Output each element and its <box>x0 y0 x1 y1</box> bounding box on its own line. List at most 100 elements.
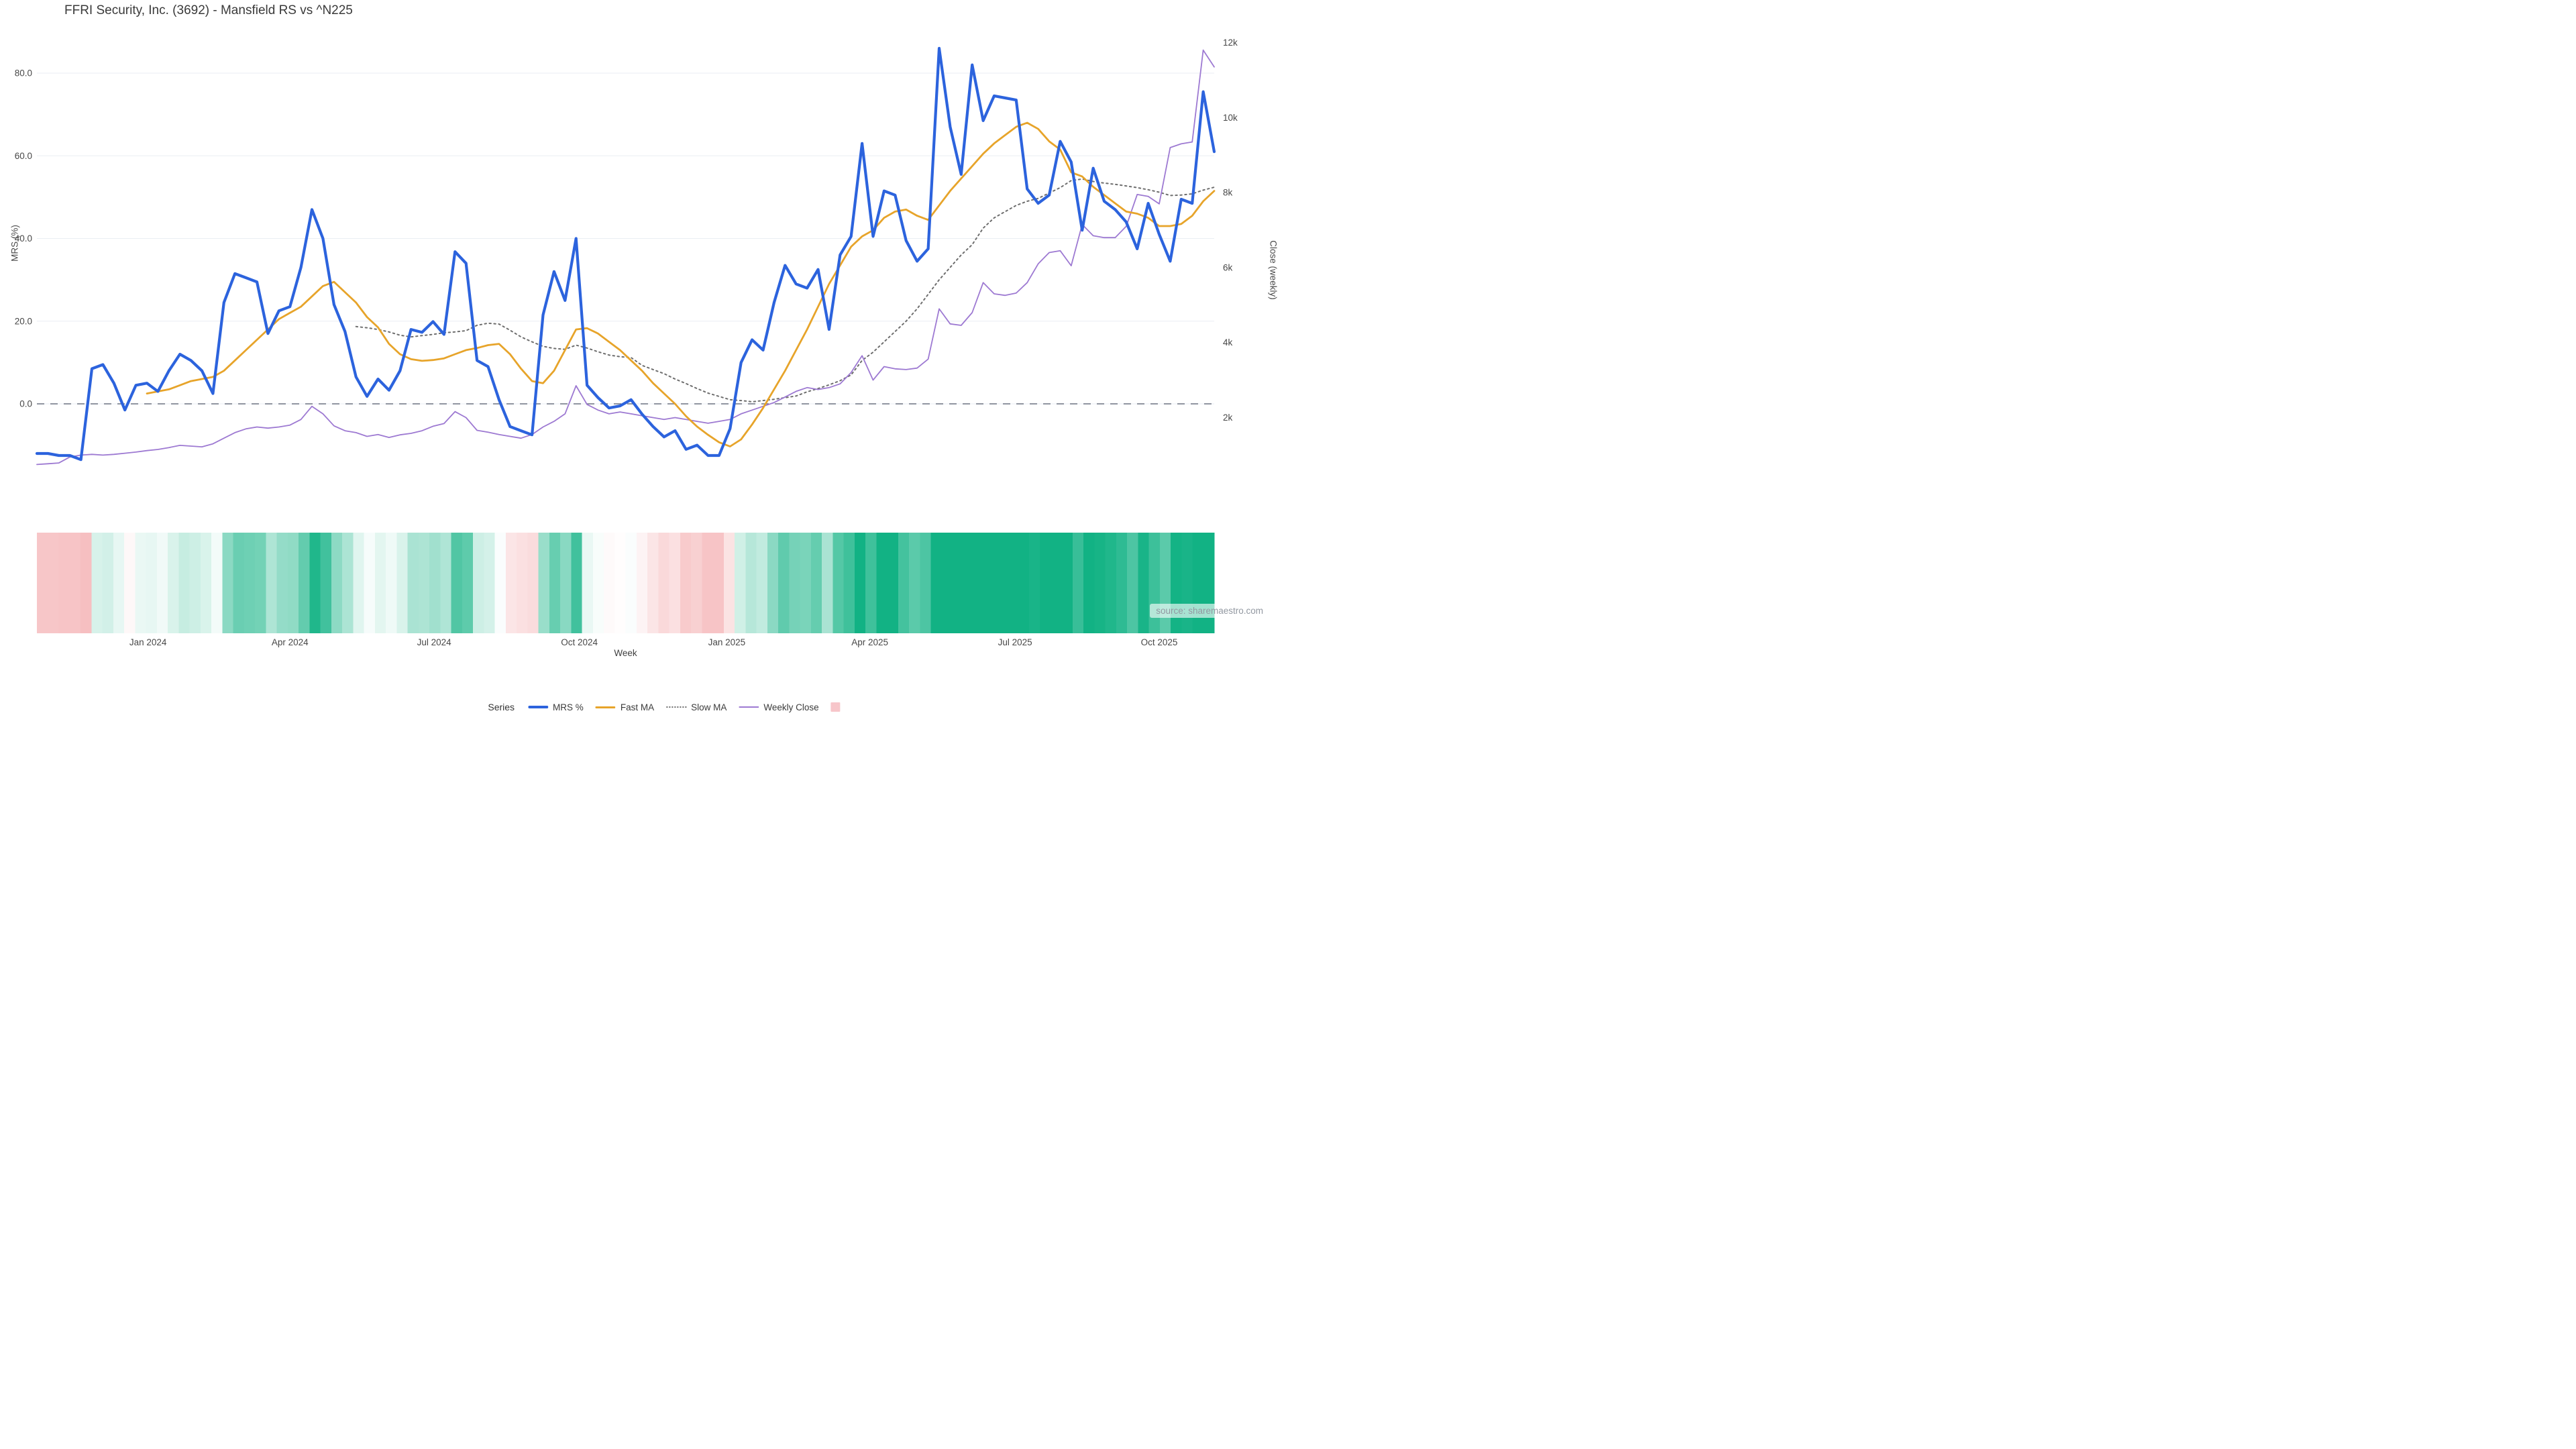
line-sample-icon <box>666 706 687 708</box>
series-line-slow-ma <box>355 178 1215 402</box>
heatmap-cell <box>625 533 637 633</box>
heatmap-cell <box>494 533 506 633</box>
heatmap-cell <box>1192 533 1204 633</box>
heatmap-cell <box>974 533 986 633</box>
heatmap-cell <box>451 533 463 633</box>
heatmap-cell <box>1028 533 1040 633</box>
heatmap-cell <box>810 533 822 633</box>
heatmap-cell <box>517 533 528 633</box>
y-left-tick-label: 60.0 <box>15 151 32 161</box>
heatmap-cell <box>854 533 866 633</box>
source-note: source: sharemaestro.com <box>1150 604 1269 618</box>
x-tick-label: Jul 2024 <box>417 637 452 647</box>
heatmap-cell <box>582 533 594 633</box>
y-right-tick-label: 8k <box>1223 188 1233 198</box>
heatmap-cell <box>1181 533 1193 633</box>
heatmap-cell <box>374 533 386 633</box>
heatmap-cell <box>843 533 855 633</box>
y-right-tick-label: 10k <box>1223 113 1238 123</box>
heatmap-cell <box>592 533 604 633</box>
heatmap-cell <box>244 533 256 633</box>
heatmap-cell <box>200 533 212 633</box>
heatmap-cell <box>658 533 669 633</box>
heatmap-cell <box>440 533 451 633</box>
heatmap-cell <box>124 533 136 633</box>
heatmap-cell <box>189 533 201 633</box>
legend-item-weekly-close[interactable]: Weekly Close <box>739 702 819 712</box>
heatmap-cell <box>953 533 964 633</box>
y-left-tick-label: 20.0 <box>15 316 32 326</box>
heatmap-cell <box>571 533 582 633</box>
heatmap-cell <box>309 533 321 633</box>
y-right-tick-label: 6k <box>1223 262 1233 272</box>
legend-item-heatmap-swatch[interactable] <box>830 702 841 712</box>
heatmap-cell <box>636 533 648 633</box>
x-tick-label: Oct 2025 <box>1141 637 1178 647</box>
heatmap-cell <box>669 533 681 633</box>
heatmap-cell <box>712 533 724 633</box>
chart-title: FFRI Security, Inc. (3692) - Mansfield R… <box>64 3 353 17</box>
legend-item-label: Fast MA <box>620 702 655 712</box>
chart-page: FFRI Security, Inc. (3692) - Mansfield R… <box>0 0 1288 724</box>
heatmap-cell <box>429 533 441 633</box>
heatmap-cell <box>702 533 713 633</box>
heatmap-cell <box>604 533 615 633</box>
heatmap-cell <box>1018 533 1030 633</box>
heatmap-cell <box>538 533 550 633</box>
x-axis-title: Week <box>614 648 637 658</box>
heatmap-cell <box>614 533 626 633</box>
line-sample-icon <box>528 706 549 708</box>
heatmap-cell <box>1094 533 1106 633</box>
heatmap-cell <box>233 533 245 633</box>
heatmap-cell <box>1051 533 1062 633</box>
heatmap-cell <box>342 533 354 633</box>
heatmap-cell <box>930 533 943 633</box>
x-tick-label: Oct 2024 <box>561 637 598 647</box>
series-line-weekly-close <box>36 49 1215 466</box>
heatmap-cell <box>1127 533 1138 633</box>
heatmap-cell <box>822 533 833 633</box>
legend-items: MRS % Fast MA Slow MA Weekly Close <box>528 702 841 712</box>
heatmap-cell <box>407 533 419 633</box>
legend-item-slow-ma[interactable]: Slow MA <box>666 702 727 712</box>
heatmap-cell <box>37 533 48 633</box>
heatmap-cell <box>473 533 484 633</box>
heatmap-cell <box>647 533 659 633</box>
heatmap-cell <box>255 533 266 633</box>
legend-item-label: Weekly Close <box>763 702 819 712</box>
heatmap-cell <box>876 533 888 633</box>
heatmap-cell <box>1203 533 1215 633</box>
heatmap-cell <box>909 533 920 633</box>
heatmap-cell <box>135 533 146 633</box>
heatmap-cell <box>833 533 844 633</box>
y-left-tick-label: 80.0 <box>15 68 32 78</box>
heatmap-cell <box>527 533 539 633</box>
legend-title: Series <box>488 702 515 712</box>
heatmap-cell <box>331 533 343 633</box>
legend-item-label: Slow MA <box>691 702 727 712</box>
heatmap-cell <box>1007 533 1018 633</box>
legend-item-mrs-[interactable]: MRS % <box>528 702 584 712</box>
heatmap-cell <box>266 533 277 633</box>
heatmap-cell <box>178 533 190 633</box>
heatmap-cell <box>58 533 70 633</box>
heatmap-cell <box>963 533 975 633</box>
heatmap-cell <box>778 533 790 633</box>
heatmap-cell <box>1116 533 1128 633</box>
heatmap-cell <box>113 533 125 633</box>
heatmap-cell <box>996 533 1008 633</box>
heatmap-cell <box>505 533 517 633</box>
heatmap-cell <box>920 533 931 633</box>
heatmap-cell <box>767 533 779 633</box>
heatmap-cell <box>1061 533 1073 633</box>
heatmap-cell <box>941 533 953 633</box>
heatmap-cell <box>320 533 332 633</box>
heatmap-cell <box>800 533 812 633</box>
line-sample-icon <box>739 706 759 708</box>
heatmap-cell <box>156 533 168 633</box>
heatmap-cell <box>396 533 408 633</box>
legend-item-fast-ma[interactable]: Fast MA <box>595 702 655 712</box>
heatmap-cell <box>1159 533 1171 633</box>
heatmap-cell <box>560 533 572 633</box>
x-tick-label: Jan 2024 <box>129 637 167 647</box>
